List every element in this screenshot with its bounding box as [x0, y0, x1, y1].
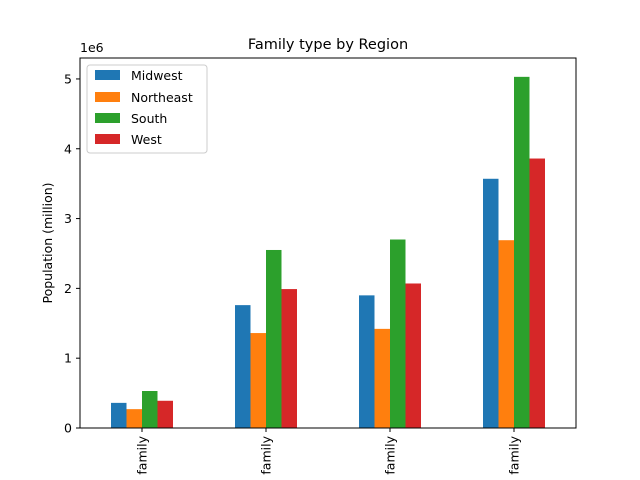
bar-midwest-3	[359, 295, 375, 428]
chart-title: Family type by Region	[248, 37, 408, 53]
bar-midwest-1	[111, 402, 127, 428]
bar-midwest-4	[483, 178, 499, 428]
legend-box	[86, 64, 208, 154]
legend-swatch-northeast	[95, 92, 120, 102]
legend-label-midwest: Midwest	[131, 68, 183, 83]
bar-midwest-2	[235, 305, 251, 428]
legend-swatch-south	[95, 113, 120, 123]
y-offset-label: 1e6	[80, 40, 104, 55]
bar-west-4	[529, 158, 545, 428]
bar-northeast-2	[250, 333, 266, 428]
bar-south-1	[142, 391, 158, 428]
x-tick-label: family	[259, 435, 274, 474]
bar-west-3	[405, 283, 421, 428]
legend-label-northeast: Northeast	[131, 90, 193, 105]
y-tick-label: 3	[64, 211, 72, 226]
legend-label-south: South	[131, 111, 167, 126]
legend-swatch-west	[95, 134, 120, 144]
bar-south-2	[266, 249, 282, 428]
bar-northeast-3	[374, 328, 390, 428]
x-tick-label: family	[135, 435, 150, 474]
y-tick-label: 5	[64, 71, 72, 86]
y-tick-label: 4	[64, 141, 72, 156]
legend-swatch-midwest	[95, 70, 120, 80]
bars-group	[111, 76, 545, 428]
y-tick-label: 1	[64, 351, 72, 366]
y-tick-label: 0	[64, 421, 72, 436]
x-tick-label: family	[507, 435, 522, 474]
bar-south-3	[390, 239, 406, 428]
plot-frame	[79, 57, 577, 429]
y-axis: 0 1 2 3 4 5	[64, 71, 80, 436]
bar-west-1	[157, 400, 173, 428]
y-axis-label: Population (million)	[40, 182, 55, 303]
legend-label-west: West	[131, 132, 162, 147]
bar-northeast-4	[498, 240, 514, 428]
bar-west-2	[281, 289, 297, 428]
bar-south-4	[514, 76, 530, 428]
x-axis: family family family family	[135, 428, 522, 475]
x-tick-label: family	[383, 435, 398, 474]
legend: Midwest Northeast South West	[86, 64, 208, 154]
y-tick-label: 2	[64, 281, 72, 296]
bar-northeast-1	[126, 409, 142, 428]
